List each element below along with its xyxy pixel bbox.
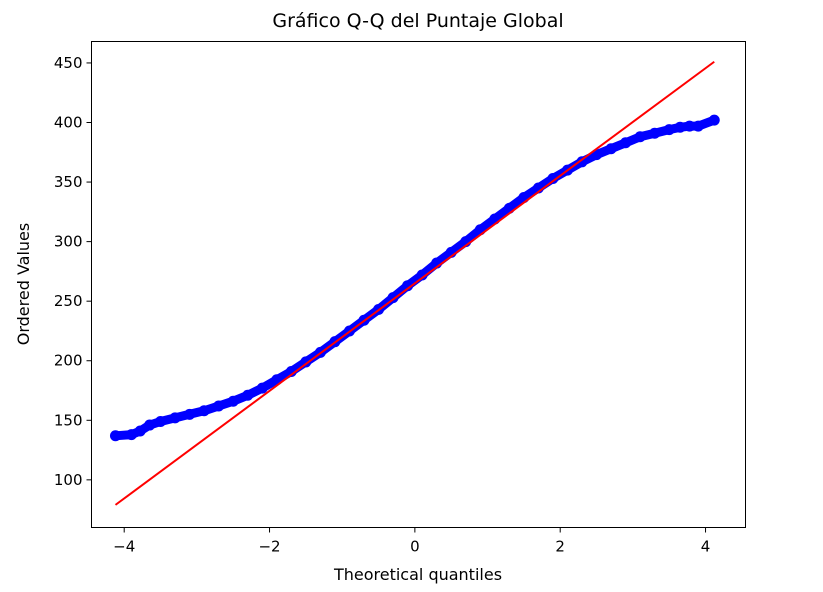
- x-tick-label: −2: [258, 538, 280, 556]
- data-point: [684, 120, 696, 132]
- x-tick-label: −4: [113, 538, 135, 556]
- y-tick-label: 400: [54, 114, 83, 132]
- data-point: [242, 389, 254, 401]
- x-tick-label: 2: [555, 538, 565, 556]
- y-tick-label: 450: [54, 54, 83, 72]
- points-band: [111, 115, 719, 441]
- data-point: [227, 395, 239, 407]
- reference-line: [114, 60, 715, 506]
- y-axis-label: Ordered Values: [14, 223, 33, 345]
- data-point: [503, 202, 515, 214]
- plot-area: [109, 60, 720, 506]
- data-point: [649, 127, 661, 139]
- data-point: [634, 131, 646, 143]
- y-tick-label: 150: [54, 411, 83, 429]
- y-axis: 100 150 200 250 300 350 400 450: [54, 54, 92, 489]
- data-point: [155, 415, 167, 427]
- data-point: [402, 280, 414, 292]
- data-point: [547, 172, 559, 184]
- data-point: [213, 400, 225, 412]
- x-axis-label: Theoretical quantiles: [333, 565, 502, 584]
- data-point: [474, 224, 486, 236]
- data-point: [416, 269, 428, 281]
- data-point: [134, 425, 146, 437]
- data-point: [576, 156, 588, 168]
- data-point: [198, 405, 210, 417]
- data-point: [256, 382, 268, 394]
- y-tick-label: 250: [54, 292, 83, 310]
- data-point: [620, 137, 632, 149]
- data-point: [285, 365, 297, 377]
- data-point: [708, 114, 720, 126]
- data-point: [674, 121, 686, 133]
- data-point: [489, 213, 501, 225]
- data-point: [184, 408, 196, 420]
- x-tick-label: 0: [410, 538, 420, 556]
- data-point: [169, 412, 181, 424]
- y-tick-label: 200: [54, 352, 83, 370]
- chart-title: Gráfico Q-Q del Puntaje Global: [272, 10, 563, 32]
- data-point: [300, 356, 312, 368]
- data-point: [109, 430, 121, 442]
- data-point: [692, 120, 704, 132]
- y-tick-label: 350: [54, 173, 83, 191]
- data-point: [125, 429, 137, 441]
- data-point: [605, 143, 617, 155]
- x-axis: −4 −2 0 2 4: [113, 527, 711, 556]
- plot-frame: [91, 41, 746, 528]
- y-tick-label: 100: [54, 471, 83, 489]
- data-point: [144, 419, 156, 431]
- data-point: [518, 192, 530, 204]
- data-point: [663, 124, 675, 136]
- x-tick-label: 4: [701, 538, 711, 556]
- y-tick-label: 300: [54, 233, 83, 251]
